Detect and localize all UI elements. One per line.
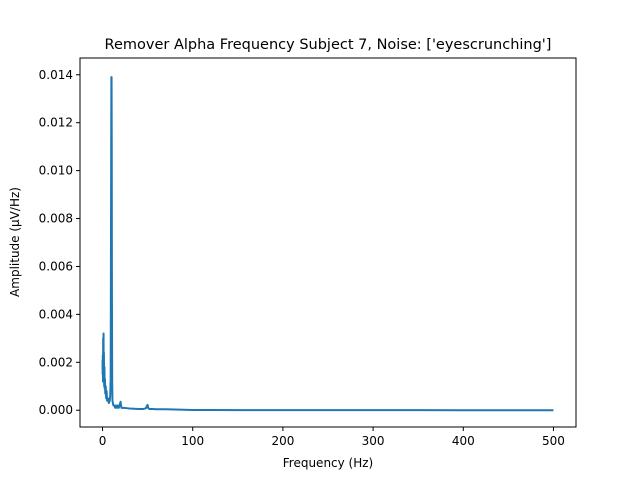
y-axis: 0.000 0.002 0.004 0.006 0.008 0.010 0.012 0.014: [39, 68, 80, 417]
x-axis-title: Frequency (Hz): [283, 456, 374, 470]
plot-area: [101, 76, 554, 412]
y-tick-label: 0.012: [39, 116, 73, 130]
y-tick-label: 0.006: [39, 259, 73, 273]
y-tick-label: 0.004: [39, 307, 73, 321]
y-tick-label: 0.002: [39, 355, 73, 369]
y-axis-title: Amplitude (μV/Hz): [8, 187, 22, 297]
x-tick-label: 400: [452, 434, 475, 448]
x-tick-label: 300: [362, 434, 385, 448]
axes-box: [79, 57, 577, 428]
y-tick-label: 0.014: [39, 68, 73, 82]
x-tick-label: 100: [181, 434, 204, 448]
x-tick-label: 200: [271, 434, 294, 448]
y-tick-label: 0.010: [39, 164, 73, 178]
x-axis: 0 100 200 300 400 500: [99, 427, 565, 448]
x-tick-label: 500: [542, 434, 565, 448]
axes-frame: [79, 57, 577, 428]
x-tick-label: 0: [99, 434, 107, 448]
y-tick-label: 0.008: [39, 212, 73, 226]
series-line-0: [101, 76, 554, 412]
chart-title: Remover Alpha Frequency Subject 7, Noise…: [105, 37, 552, 53]
y-tick-label: 0.000: [39, 403, 73, 417]
